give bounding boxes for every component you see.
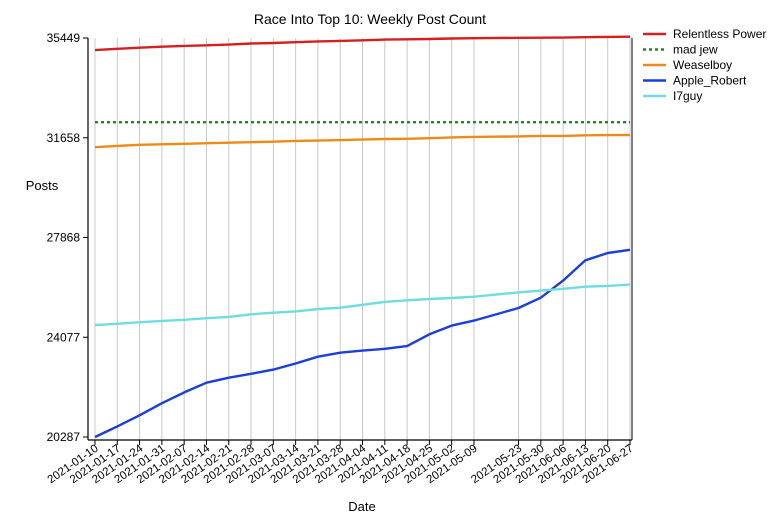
y-axis-ticks: 20287 24077 27868 31658 35449 xyxy=(47,31,88,444)
y-tick-label: 24077 xyxy=(47,330,81,344)
series-line-relentless-power xyxy=(94,35,631,52)
y-tick-label: 20287 xyxy=(47,430,81,444)
y-tick-label: 31658 xyxy=(47,131,81,145)
legend-label-apple-robert: Apple_Robert xyxy=(673,74,747,88)
series-lines xyxy=(94,35,631,439)
series-line-weaselboy xyxy=(94,133,630,149)
y-axis-label: Posts xyxy=(26,178,59,193)
legend-label-i7guy: I7guy xyxy=(673,89,702,103)
x-axis-label: Date xyxy=(348,499,375,514)
legend-label-relentless-power: Relentless Power xyxy=(673,27,766,41)
legend-label-weaselboy: Weaselboy xyxy=(673,58,732,72)
y-tick-label: 27868 xyxy=(47,231,81,245)
series-line-i7guy xyxy=(94,283,631,327)
vertical-gridlines xyxy=(94,38,631,440)
y-tick-label: 35449 xyxy=(47,31,81,45)
series-line-apple-robert xyxy=(94,248,631,439)
x-axis-ticks: 2021-01-102021-01-172021-01-242021-01-31… xyxy=(46,440,636,486)
legend-label-mad-jew: mad jew xyxy=(673,43,718,57)
chart-title: Race Into Top 10: Weekly Post Count xyxy=(254,11,486,27)
